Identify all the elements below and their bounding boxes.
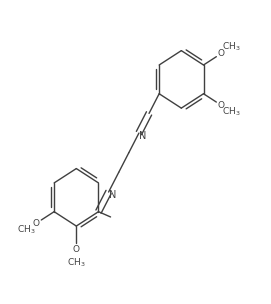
Text: N: N bbox=[140, 131, 147, 141]
Text: O: O bbox=[218, 101, 225, 110]
Text: CH$_3$: CH$_3$ bbox=[222, 106, 241, 118]
Text: O: O bbox=[73, 245, 80, 254]
Text: CH$_3$: CH$_3$ bbox=[222, 41, 241, 53]
Text: O: O bbox=[33, 219, 40, 228]
Text: O: O bbox=[218, 49, 225, 58]
Text: N: N bbox=[109, 190, 117, 200]
Text: CH$_3$: CH$_3$ bbox=[67, 256, 86, 269]
Text: CH$_3$: CH$_3$ bbox=[17, 223, 36, 236]
